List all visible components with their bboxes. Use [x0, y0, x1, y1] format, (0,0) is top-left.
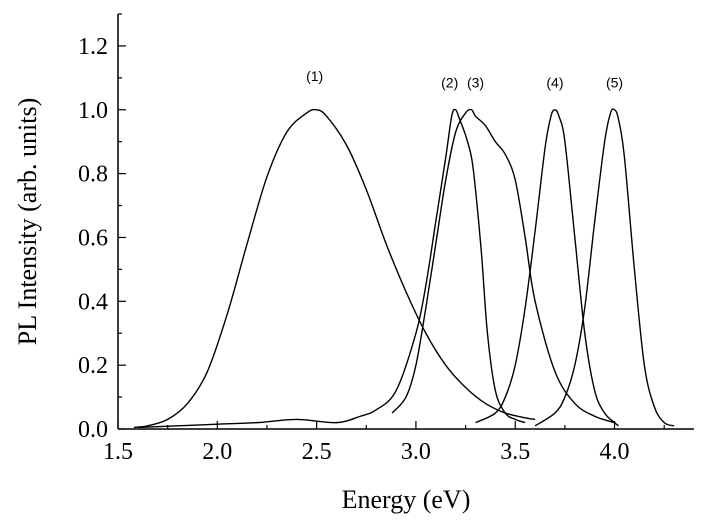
axis-ticks: 1.5 2.0 2.5 3.0 3.5 4.0 0.0 0.2 0.4 0.6 0.8 1.0 1.2: [78, 13, 665, 465]
peak-label-5: (5): [606, 74, 623, 90]
x-tick-label: 1.5: [103, 439, 133, 465]
spectrum-curve-3: [391, 108, 615, 424]
y-tick-label: 0.2: [78, 353, 108, 379]
spectrum-curve-4: [475, 109, 619, 427]
y-tick-label: 0.6: [78, 225, 108, 251]
peak-label-4: (4): [546, 74, 563, 90]
peak-labels: (1) (2) (3) (4) (5): [306, 68, 623, 90]
x-tick-label: 3.5: [500, 439, 530, 465]
x-tick-label: 2.0: [202, 439, 232, 465]
y-tick-label: 0.8: [78, 162, 108, 188]
peak-label-2: (2): [441, 74, 458, 90]
spectrum-curves: [133, 108, 675, 429]
y-tick-label: 1.2: [78, 34, 108, 60]
y-tick-label: 0.0: [78, 417, 108, 443]
spectrum-curve-5: [534, 108, 675, 427]
spectrum-curve-1: [133, 108, 536, 429]
spectrum-curve-2: [137, 108, 526, 429]
peak-label-3: (3): [467, 74, 484, 90]
plot-axes: [117, 14, 694, 430]
peak-label-1: (1): [306, 68, 323, 84]
x-tick-label: 3.0: [401, 439, 431, 465]
x-tick-label: 2.5: [302, 439, 332, 465]
y-tick-label: 0.4: [78, 289, 108, 315]
x-axis-title: Energy (eV): [342, 485, 471, 514]
x-tick-label: 4.0: [600, 439, 630, 465]
y-tick-label: 1.0: [78, 98, 108, 124]
y-axis-title: PL Intensity (arb. units): [13, 98, 42, 345]
